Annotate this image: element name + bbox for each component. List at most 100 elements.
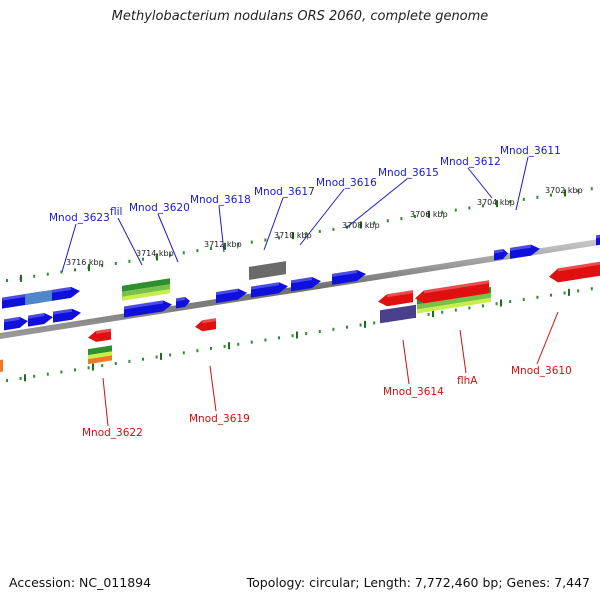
topology-text: Topology: circular; Length: 7,772,460 bp… [246,575,590,590]
tick-mark [509,200,512,204]
forward-gene-arrow-highlight [28,313,45,319]
orange-feature [0,359,3,372]
forward-gene-arrow [124,300,172,318]
tick-mark [46,272,49,276]
forward-label-leader [467,167,493,199]
tick-mark [155,355,158,359]
tick-mark [182,251,185,255]
forward-gene-arrow-highlight [216,288,238,296]
tick-mark [454,308,457,312]
scale-labels: 3716 kbp 3714 kbp 3712 kbp 3710 kbp 3708 kbp… [66,186,583,267]
forward-gene-arrow-highlight [494,249,504,254]
tick-mark [590,187,593,191]
reverse-gene-arrow [549,261,600,283]
reverse-gene-arrow-highlight [387,290,413,298]
reverse-label-leader [536,311,559,365]
reverse-gene-arrow-body [415,280,489,304]
tick-mark [264,238,267,242]
green-feature [417,297,491,314]
forward-gene-arrow-highlight [332,269,357,277]
forward-gene-arrow [53,308,81,323]
tick-mark [550,293,552,297]
reverse-label-leader [402,339,410,385]
tick-mark [373,221,376,225]
tick-mark [278,236,280,240]
tick-mark [509,300,512,304]
tick-mark [74,368,76,372]
forward-gene-arrow-highlight [52,286,71,293]
forward-gene-arrow [596,234,600,246]
tick-mark [441,310,444,314]
tick-mark [74,268,76,272]
map-title: Methylobacterium nodulans ORS 2060, comp… [111,9,489,24]
forward-gene-arrow-highlight [251,282,279,290]
reverse-gene-arrow-body [195,318,216,332]
tick-mark [550,193,552,197]
major-tick-mark [160,352,162,360]
forward-gene-arrow-body [332,269,366,285]
gene-features [0,234,600,372]
tick-mark [427,312,430,316]
tick-mark [332,327,335,331]
reverse-label-leader [459,329,467,374]
label-leaders [61,156,559,427]
forward-label-leader [263,197,284,251]
tick-mark [223,344,226,348]
major-tick-mark [292,232,294,240]
forward-gene-arrow [251,282,288,298]
reverse-gene-label: Mnod_3614 [383,386,444,398]
reverse-gene-arrow-highlight [202,318,216,324]
forward-gene-arrow [332,269,366,285]
tick-mark [291,334,294,338]
scale-label: 3702 kbp [545,186,583,195]
forward-gene-arrow-highlight [53,308,72,315]
reverse-gene-label: Mnod_3619 [189,413,250,425]
purple-feature [380,304,416,324]
forward-gene-label: Mnod_3618 [190,194,251,206]
tick-mark [536,295,539,299]
green-feature [88,345,112,356]
tick-mark [373,321,376,325]
reverse-gene-label: flhA [457,375,478,387]
tick-mark [250,340,253,344]
tick-mark [33,274,36,278]
major-tick-mark [568,288,570,296]
tick-mark [128,259,131,263]
tick-mark [305,332,308,336]
forward-gene-arrow-highlight [124,300,163,310]
forward-gene-arrow-body [494,249,508,261]
tick-mark [577,189,580,193]
tick-mark [278,336,280,340]
reverse-label-leader [102,377,109,427]
tick-mark [522,197,525,201]
forward-gene-arrow [176,296,190,309]
tick-mark [142,257,144,261]
tick-mark [196,349,199,353]
major-tick-mark [24,374,26,382]
forward-label-leader [345,178,408,229]
forward-gene-arrow [4,316,28,331]
green-feature [122,289,170,301]
reverse-gene-arrow [415,280,489,304]
forward-label-leader [117,217,143,266]
tick-mark [563,291,566,295]
forward-gene-arrow-highlight [291,277,312,284]
major-tick-mark [92,363,94,371]
tick-mark [386,219,389,223]
tick-mark [414,215,416,219]
tick-mark [250,240,253,244]
forward-gene-shaded [25,289,52,306]
tick-mark [346,325,348,329]
green-feature [122,278,170,292]
tick-mark [522,297,525,301]
gene-labels: Mnod_3623 flil Mnod_3620Mnod_3618Mnod_3617… [49,145,572,439]
forward-gene-arrow [28,313,53,327]
major-tick-mark [156,253,158,261]
forward-gene-label: Mnod_3611 [500,145,561,157]
forward-gene-arrow [52,286,80,301]
major-tick-mark [88,264,90,272]
scale-label: 3710 kbp [274,231,312,240]
forward-gene-arrow-highlight [510,244,531,251]
tick-mark [169,353,172,357]
tick-mark [19,376,22,380]
